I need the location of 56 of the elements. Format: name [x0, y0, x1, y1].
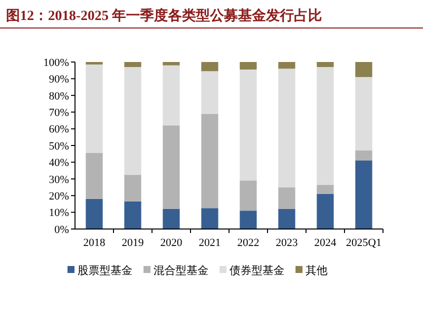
- x-tick-label: 2022: [237, 237, 260, 249]
- chart-title: 图12：2018-2025 年一季度各类型公募基金发行占比: [6, 7, 322, 24]
- bar: [162, 208, 180, 229]
- bar: [124, 174, 142, 202]
- legend-label: 其他: [306, 264, 328, 277]
- bar: [240, 180, 257, 211]
- bar: [316, 62, 334, 68]
- x-tick-label: 2024: [314, 237, 337, 249]
- x-tick-label: 2021: [198, 237, 221, 249]
- bar: [86, 153, 103, 199]
- bar: [316, 67, 334, 185]
- x-tick-label: 2023: [276, 237, 298, 249]
- y-tick-label: 90%: [48, 74, 69, 86]
- bar: [201, 62, 218, 72]
- bar: [86, 64, 103, 154]
- y-tick-label: 80%: [48, 90, 69, 102]
- bar: [240, 210, 257, 229]
- bar: [355, 62, 372, 78]
- bar: [162, 65, 180, 126]
- x-tick-label: 2020: [160, 237, 183, 249]
- bar: [316, 194, 334, 229]
- y-tick-label: 50%: [48, 140, 69, 152]
- bar: [162, 125, 180, 209]
- bar: [162, 62, 180, 66]
- bar: [278, 68, 296, 188]
- x-tick-label: 2018: [83, 237, 106, 249]
- bar: [278, 208, 296, 229]
- bar: [240, 70, 257, 181]
- legend-label: 股票型基金: [78, 264, 132, 277]
- y-tick-label: 40%: [48, 157, 69, 170]
- x-tick-label: 2019: [122, 237, 144, 249]
- legend-label: 混合型基金: [154, 264, 208, 277]
- y-tick-label: 100%: [43, 56, 69, 69]
- bar: [201, 208, 218, 229]
- bar: [201, 114, 218, 208]
- bar: [278, 62, 296, 69]
- y-tick-label: 20%: [48, 190, 69, 202]
- bar: [316, 184, 334, 194]
- bar: [201, 71, 218, 114]
- bar: [240, 62, 257, 70]
- legend-label: 债券型基金: [230, 264, 284, 277]
- bar: [355, 160, 372, 229]
- y-tick-label: 0%: [54, 224, 69, 236]
- y-tick-label: 30%: [48, 174, 69, 186]
- bar: [278, 187, 296, 209]
- bar: [124, 201, 142, 229]
- bar: [124, 67, 142, 175]
- x-tick-label: 2025Q1: [346, 237, 382, 249]
- y-tick-label: 10%: [48, 207, 69, 220]
- bar: [86, 62, 103, 65]
- bar: [355, 150, 372, 161]
- bar: [86, 198, 103, 229]
- bar: [355, 77, 372, 151]
- y-tick-label: 70%: [48, 106, 69, 119]
- y-tick-label: 60%: [48, 124, 69, 136]
- bar: [124, 62, 142, 68]
